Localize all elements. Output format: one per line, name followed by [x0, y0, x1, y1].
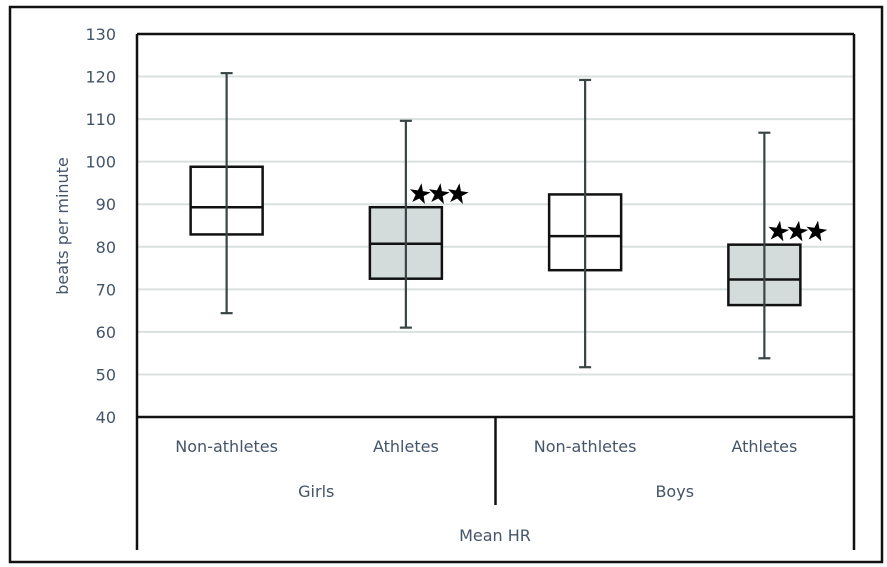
group-label: Girls — [298, 482, 334, 501]
y-tick-label: 90 — [96, 195, 116, 214]
y-tick-label: 40 — [96, 408, 116, 427]
y-axis-title: beats per minute — [53, 157, 72, 295]
boxes — [189, 72, 828, 369]
category-label: Non-athletes — [175, 437, 278, 456]
y-tick-label: 120 — [85, 68, 116, 87]
y-tick-label: 130 — [85, 25, 116, 44]
significance-star-icon — [429, 183, 450, 204]
box-boys-non-athletes — [547, 78, 623, 369]
box-girls-non-athletes — [189, 72, 264, 315]
significance-star-icon — [448, 183, 469, 204]
box-girls-athletes — [368, 119, 469, 329]
significance-star-icon — [410, 183, 431, 204]
y-tick-label: 80 — [96, 238, 116, 257]
y-tick-label: 100 — [85, 153, 116, 172]
significance-star-icon — [806, 220, 828, 242]
y-axis-ticks: 40 50 60 70 80 90 100 110 120 130 — [85, 25, 116, 427]
y-tick-label: 60 — [96, 323, 116, 342]
significance-star-icon — [768, 220, 790, 242]
box-boys-athletes — [727, 131, 828, 360]
y-tick-label: 50 — [96, 365, 116, 384]
category-label: Non-athletes — [534, 437, 637, 456]
category-labels: Girls Non-athletes Athletes Boys Non-athlete… — [175, 437, 797, 501]
significance-star-icon — [787, 220, 809, 242]
category-label: Athletes — [731, 437, 797, 456]
plot-frame — [135, 32, 856, 550]
group-label: Boys — [655, 482, 694, 501]
category-label: Athletes — [373, 437, 439, 456]
y-tick-label: 70 — [96, 280, 116, 299]
x-axis-title: Mean HR — [459, 526, 531, 545]
y-tick-label: 110 — [85, 110, 116, 129]
